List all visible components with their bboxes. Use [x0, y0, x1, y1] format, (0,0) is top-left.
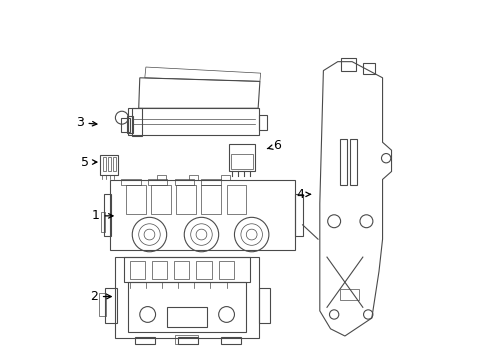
Bar	[196, 261, 211, 279]
Bar	[110, 180, 294, 250]
Bar	[131, 108, 142, 136]
Bar	[258, 116, 266, 130]
Bar	[152, 261, 167, 279]
Bar	[151, 185, 171, 213]
Bar	[104, 288, 117, 323]
Bar	[126, 185, 145, 213]
Bar	[100, 155, 117, 175]
Bar	[229, 144, 255, 171]
Bar	[126, 116, 133, 134]
Text: 5: 5	[81, 156, 97, 168]
Bar	[201, 185, 221, 213]
Bar	[156, 175, 165, 180]
Bar	[221, 175, 230, 180]
Bar	[258, 288, 269, 323]
Bar	[178, 337, 198, 344]
Bar	[176, 185, 196, 213]
Bar	[103, 194, 111, 235]
Text: 3: 3	[76, 116, 97, 129]
Bar	[231, 154, 253, 169]
Bar	[201, 179, 221, 185]
Text: 2: 2	[90, 290, 111, 303]
Bar	[128, 282, 246, 332]
Text: 4: 4	[296, 188, 310, 201]
Bar	[174, 261, 189, 279]
Bar	[218, 261, 233, 279]
Bar	[294, 194, 302, 235]
Bar	[115, 257, 258, 338]
Bar	[129, 261, 144, 279]
Bar	[103, 157, 106, 171]
Bar	[124, 257, 249, 282]
Bar	[135, 337, 155, 344]
Bar	[147, 179, 167, 185]
Bar	[188, 175, 198, 180]
Bar	[113, 157, 116, 171]
Bar	[339, 289, 359, 300]
Bar	[174, 179, 194, 185]
Bar	[221, 337, 241, 344]
Bar	[128, 108, 258, 135]
Bar	[99, 293, 106, 316]
Bar	[226, 185, 246, 213]
Text: 6: 6	[267, 139, 280, 152]
Bar	[108, 157, 111, 171]
Bar	[339, 139, 346, 185]
Text: 1: 1	[92, 210, 113, 222]
Bar	[167, 307, 206, 327]
Bar	[174, 335, 198, 344]
Bar	[121, 118, 129, 132]
Bar	[349, 139, 357, 185]
Bar	[121, 179, 140, 185]
Bar	[362, 63, 375, 74]
Bar	[101, 212, 105, 232]
Bar	[341, 58, 355, 71]
